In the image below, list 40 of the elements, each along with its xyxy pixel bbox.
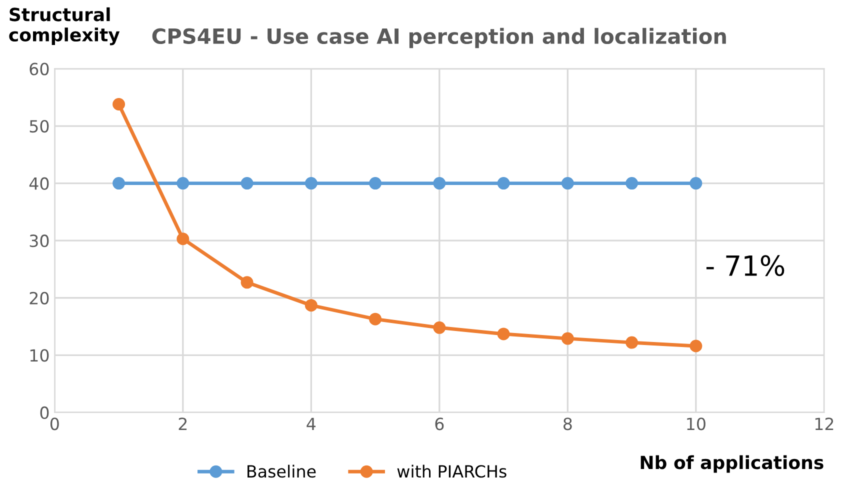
y-tick-label: 0 <box>40 406 49 420</box>
chart-title: CPS4EU - Use case AI perception and localization <box>152 28 726 48</box>
x-axis-title: Nb of applications <box>640 455 824 473</box>
point <box>497 328 510 340</box>
point <box>369 312 382 326</box>
y-tick-label: 30 <box>30 234 49 248</box>
point <box>176 232 190 246</box>
point <box>433 177 446 190</box>
y-tick-label: 20 <box>30 292 49 304</box>
x-tick-label: 10 <box>687 418 706 430</box>
x-tick-label: 12 <box>815 418 834 430</box>
x-tick-label: 8 <box>564 418 572 430</box>
point <box>626 177 638 190</box>
point <box>433 321 446 334</box>
point <box>690 340 702 352</box>
point <box>626 336 638 349</box>
point <box>561 177 574 190</box>
point <box>304 177 318 190</box>
y-axis-title: Structural complexity <box>9 7 120 46</box>
point <box>497 177 510 190</box>
legend-label: Baseline <box>248 464 316 478</box>
point <box>240 177 254 190</box>
y-tick-label: 40 <box>29 177 49 190</box>
point <box>561 332 574 345</box>
y-tick-label: 10 <box>30 349 49 362</box>
point <box>369 177 382 190</box>
point <box>112 177 126 190</box>
y-tick-label: 50 <box>30 120 49 133</box>
x-tick-label: 6 <box>435 418 444 430</box>
point <box>112 98 126 111</box>
x-tick-label: 4 <box>306 418 316 430</box>
legend-label: with PIARCHs <box>397 464 506 478</box>
annotation: - 71% <box>706 255 784 276</box>
point <box>304 299 318 312</box>
point <box>240 276 254 289</box>
point <box>690 177 702 190</box>
y-tick-label: 60 <box>30 62 49 76</box>
point <box>176 177 190 190</box>
x-tick-label: 0 <box>50 418 59 430</box>
x-tick-label: 2 <box>178 418 187 430</box>
